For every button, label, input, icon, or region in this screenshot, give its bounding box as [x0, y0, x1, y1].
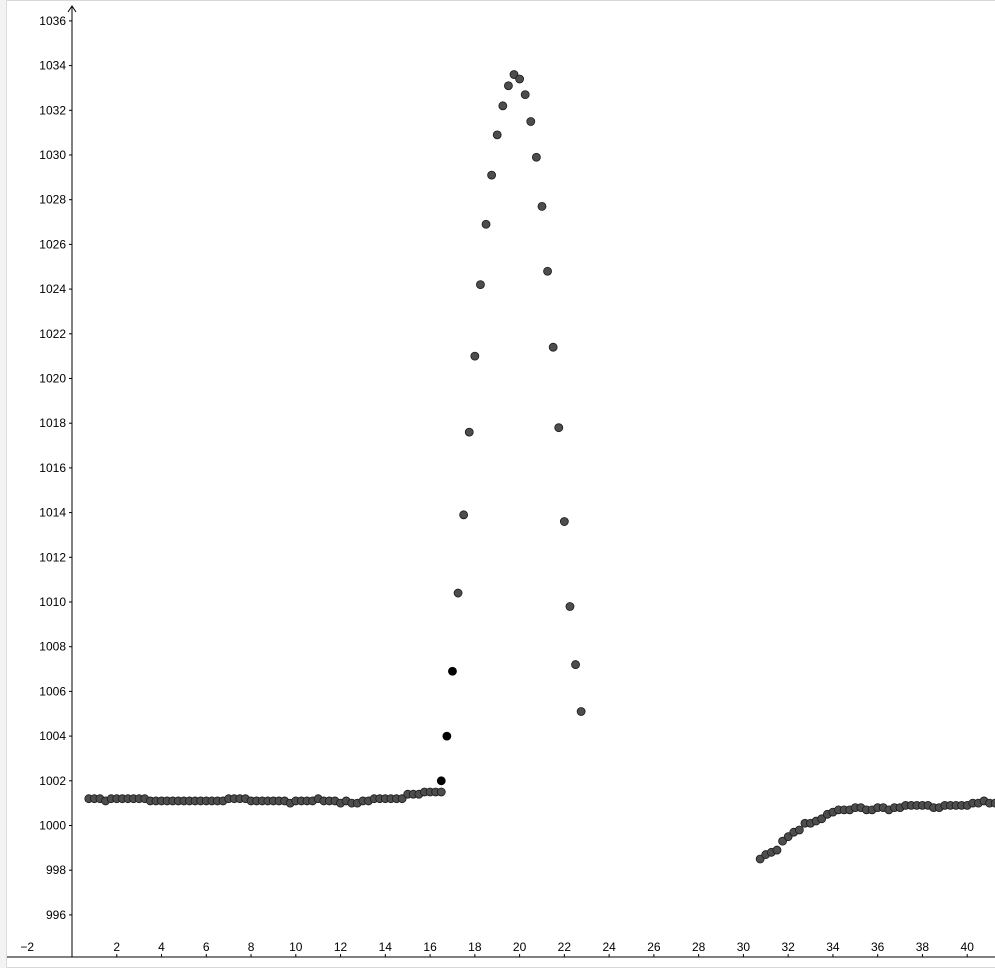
data-point[interactable]: [794, 825, 804, 835]
data-point[interactable]: [576, 707, 586, 716]
y-tick-label: 1006: [39, 684, 66, 698]
data-point[interactable]: [990, 798, 995, 808]
x-tick-label: 24: [602, 940, 616, 954]
data-point[interactable]: [537, 202, 547, 211]
y-tick-label: 1016: [39, 461, 66, 475]
data-point[interactable]: [492, 130, 502, 140]
x-tick-label: 4: [158, 940, 165, 954]
y-tick-label: 996: [46, 908, 66, 922]
x-tick-label: 6: [203, 940, 210, 954]
y-tick-label: 1026: [39, 237, 66, 251]
x-tick-label: 8: [248, 940, 255, 954]
data-point[interactable]: [548, 342, 558, 352]
y-tick-label: 1000: [39, 819, 66, 833]
data-point[interactable]: [772, 845, 782, 855]
x-tick-label: 28: [692, 940, 706, 954]
y-tick-label: 1012: [39, 550, 66, 564]
x-tick-label: 12: [334, 940, 348, 954]
y-axis-ticks: 996 998 1000 1002 1004 1006 1008 1010 1012 1014 10…: [39, 14, 72, 922]
x-tick-label: 38: [916, 940, 930, 954]
data-point-highlighted[interactable]: [442, 731, 452, 741]
x-tick-label: 34: [826, 940, 840, 954]
y-tick-label: 1036: [39, 14, 66, 28]
x-tick-label: 14: [379, 940, 393, 954]
y-tick-label: 1020: [39, 372, 66, 386]
y-tick-label: 1022: [39, 327, 66, 341]
data-point[interactable]: [487, 170, 497, 180]
y-tick-label: 1028: [39, 193, 66, 207]
y-axis-arrow: [67, 5, 77, 13]
y-tick-label: 1002: [39, 774, 66, 788]
y-tick-label: 998: [46, 863, 66, 877]
data-point[interactable]: [504, 81, 513, 91]
axes: [7, 5, 995, 958]
y-tick-label: 1008: [39, 640, 66, 654]
y-tick-label: 1018: [39, 416, 66, 430]
x-tick-label: 36: [871, 940, 885, 954]
data-point[interactable]: [476, 280, 485, 290]
x-tick-label: 30: [737, 940, 751, 954]
y-tick-label: 1032: [39, 103, 66, 117]
x-tick-label: 32: [781, 940, 795, 954]
left-panel-edge: [0, 0, 7, 968]
data-point[interactable]: [515, 74, 524, 84]
data-point[interactable]: [481, 219, 491, 229]
data-point[interactable]: [543, 266, 552, 276]
data-point[interactable]: [470, 351, 480, 361]
y-tick-label: 1010: [39, 595, 66, 609]
y-tick-label: 1034: [39, 59, 66, 73]
x-tick-label: 10: [289, 940, 303, 954]
data-point[interactable]: [531, 152, 541, 162]
data-point[interactable]: [498, 101, 508, 111]
y-tick-label: 1024: [39, 282, 66, 296]
x-tick-label: 16: [423, 940, 437, 954]
data-points: [84, 70, 995, 864]
data-point[interactable]: [459, 510, 469, 520]
y-tick-label: 1014: [39, 506, 66, 520]
y-tick-label: 1004: [39, 729, 66, 743]
data-point[interactable]: [559, 517, 569, 526]
data-point[interactable]: [571, 660, 580, 669]
x-tick-label: 26: [647, 940, 661, 954]
data-point[interactable]: [520, 90, 530, 100]
data-point[interactable]: [526, 117, 536, 126]
data-point-highlighted[interactable]: [448, 666, 457, 676]
x-axis-ticks: −2 2 4 6 8 10 12 14 16 18 20 22 24 26 28 30 32 34 36 38 40: [20, 940, 974, 957]
data-point[interactable]: [554, 423, 564, 433]
y-tick-label: 1030: [39, 148, 66, 162]
data-point[interactable]: [565, 602, 575, 611]
data-point[interactable]: [453, 588, 463, 598]
x-tick-label: −2: [20, 940, 34, 954]
data-point[interactable]: [436, 787, 446, 797]
data-point-highlighted[interactable]: [436, 776, 446, 786]
x-tick-label: 18: [468, 940, 482, 954]
x-tick-label: 2: [113, 940, 120, 954]
x-tick-label: 20: [513, 940, 527, 954]
x-tick-label: 22: [558, 940, 572, 954]
data-point[interactable]: [464, 427, 474, 437]
x-tick-label: 40: [961, 940, 975, 954]
